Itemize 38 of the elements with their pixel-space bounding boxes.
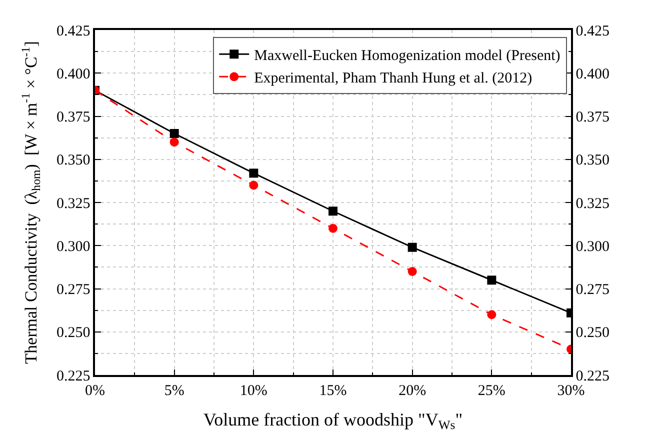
point bbox=[408, 267, 417, 276]
point bbox=[328, 206, 338, 216]
y2-tick-label: 0.350 bbox=[576, 152, 610, 169]
point bbox=[249, 180, 258, 190]
y2-tick-label: 0.300 bbox=[576, 238, 610, 255]
y-tick-label: 0.250 bbox=[56, 325, 90, 342]
point bbox=[408, 242, 417, 252]
y2-tick-label: 0.325 bbox=[576, 196, 610, 212]
x-tick-label: 30% bbox=[557, 382, 585, 399]
x-tick-label: 0% bbox=[85, 382, 105, 399]
y2-tick-label: 0.400 bbox=[576, 66, 610, 82]
point bbox=[487, 276, 496, 285]
y2-tick-label: 0.250 bbox=[576, 325, 610, 342]
y-tick-label: 0.425 bbox=[56, 23, 90, 40]
y2-tick-label: 0.425 bbox=[576, 23, 610, 40]
point bbox=[328, 224, 338, 233]
y-tick-label: 0.275 bbox=[56, 282, 90, 298]
x-tick-label: 5% bbox=[164, 382, 184, 399]
point bbox=[487, 310, 496, 320]
y-tick-label: 0.400 bbox=[56, 66, 90, 82]
x-tick-label: 15% bbox=[319, 382, 347, 399]
y-tick-label: 0.375 bbox=[56, 110, 90, 126]
y2-tick-label: 0.375 bbox=[576, 110, 610, 126]
y2-tick-label: 0.225 bbox=[576, 368, 610, 384]
y-tick-label: 0.350 bbox=[56, 152, 90, 169]
point bbox=[249, 168, 258, 178]
x-tick-label: 25% bbox=[478, 382, 506, 399]
y-tick-label: 0.325 bbox=[56, 196, 90, 212]
x-axis-title: Volume fraction of woodship "V$_{Ws}$" bbox=[203, 409, 463, 432]
y-tick-label: 0.225 bbox=[56, 368, 90, 384]
x-tick-label: 20% bbox=[398, 382, 426, 399]
legend-label: Maxwell-Eucken Homogenization model (Present) bbox=[254, 48, 560, 64]
point bbox=[170, 138, 179, 147]
legend-label: Experimental, Pham Thanh Hung et al. (2012) bbox=[254, 70, 532, 86]
x-tick-label: 10% bbox=[240, 382, 268, 399]
y-tick-label: 0.300 bbox=[56, 238, 90, 255]
point bbox=[170, 129, 179, 138]
y2-tick-label: 0.275 bbox=[576, 282, 610, 298]
